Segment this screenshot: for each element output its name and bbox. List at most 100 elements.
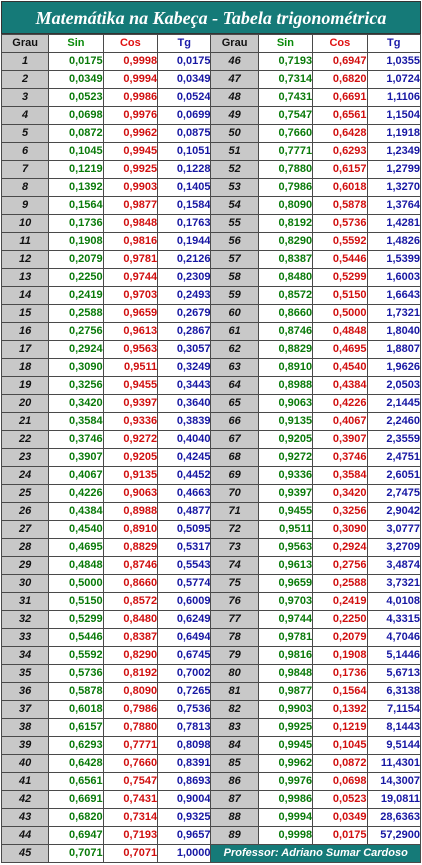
sin-cell: 0,6561 [48,772,104,791]
sin-cell: 0,7880 [257,160,314,179]
tg-cell: 2,7475 [366,484,422,503]
grau-cell: 24 [0,466,50,485]
grau-cell: 56 [210,232,259,251]
sin-cell: 0,9945 [257,736,314,755]
grau-cell: 32 [0,610,50,629]
sin-cell: 0,0872 [48,124,104,143]
tg-cell: 0,0349 [157,70,212,89]
grau-cell: 53 [210,178,259,197]
header-tg: Tg [157,34,212,53]
sin-cell: 0,3256 [48,376,104,395]
cos-cell: 0,9781 [102,250,159,269]
grau-cell: 44 [0,826,50,845]
sin-cell: 0,4695 [48,538,104,557]
tg-cell: 9,5144 [366,736,422,755]
sin-cell: 0,7193 [257,52,314,71]
cos-cell: 0,1564 [312,682,368,701]
tg-cell: 0,4663 [157,484,212,503]
sin-cell: 0,1736 [48,214,104,233]
sin-cell: 0,8910 [257,358,314,377]
grau-cell: 46 [210,52,259,71]
tg-cell: 0,9657 [157,826,212,845]
tg-cell: 0,9004 [157,790,212,809]
sin-cell: 0,8290 [257,232,314,251]
tg-cell: 0,7265 [157,682,212,701]
sin-cell: 0,6157 [48,718,104,737]
tg-cell: 1,0724 [366,70,422,89]
tg-cell: 2,2460 [366,412,422,431]
grau-cell: 38 [0,718,50,737]
cos-cell: 0,4226 [312,394,368,413]
sin-cell: 0,9903 [257,700,314,719]
table-row: 18 0,3090 0,9511 0,3249 63 0,8910 0,4540 1,9626 [0,358,422,377]
cos-cell: 0,3584 [312,466,368,485]
tg-cell: 7,1154 [366,700,422,719]
grau-cell: 26 [0,502,50,521]
grau-cell: 74 [210,556,259,575]
sin-cell: 0,7547 [257,106,314,125]
tg-cell: 1,6643 [366,286,422,305]
grau-cell: 67 [210,430,259,449]
tg-cell: 2,1445 [366,394,422,413]
sin-cell: 0,9659 [257,574,314,593]
sin-cell: 0,2756 [48,322,104,341]
cos-cell: 0,5000 [312,304,368,323]
sin-cell: 0,4067 [48,466,104,485]
table-row: 17 0,2924 0,9563 0,3057 62 0,8829 0,4695 1,8807 [0,340,422,359]
cos-cell: 0,7071 [102,844,159,863]
table-row: 43 0,6820 0,7314 0,9325 88 0,9994 0,0349 28,636… [0,808,422,827]
tg-cell: 1,1504 [366,106,422,125]
table-row: 16 0,2756 0,9613 0,2867 61 0,8746 0,4848 1,8040 [0,322,422,341]
tg-cell: 0,4040 [157,430,212,449]
tg-cell: 0,2309 [157,268,212,287]
table-row: 39 0,6293 0,7771 0,8098 84 0,9945 0,1045 9,5144 [0,736,422,755]
table-row: 24 0,4067 0,9135 0,4452 69 0,9336 0,3584 2,6051 [0,466,422,485]
header-grau: Grau [0,34,50,53]
sin-cell: 0,2079 [48,250,104,269]
cos-cell: 0,2250 [312,610,368,629]
cos-cell: 0,9925 [102,160,159,179]
table-row: 44 0,6947 0,7193 0,9657 89 0,9998 0,0175 57,290… [0,826,422,845]
grau-cell: 85 [210,754,259,773]
grau-cell: 27 [0,520,50,539]
cos-cell: 0,6018 [312,178,368,197]
cos-cell: 0,7660 [102,754,159,773]
tg-cell: 1,5399 [366,250,422,269]
grau-cell: 23 [0,448,50,467]
tg-cell: 11,4301 [366,754,422,773]
grau-cell: 42 [0,790,50,809]
tg-cell: 6,3138 [366,682,422,701]
sin-cell: 0,9816 [257,646,314,665]
table-row: 41 0,6561 0,7547 0,8693 86 0,9976 0,0698 14,300… [0,772,422,791]
grau-cell: 34 [0,646,50,665]
tg-cell: 0,4877 [157,502,212,521]
cos-cell: 0,8660 [102,574,159,593]
grau-cell: 81 [210,682,259,701]
cos-cell: 0,9816 [102,232,159,251]
sin-cell: 0,6820 [48,808,104,827]
cos-cell: 0,2756 [312,556,368,575]
tg-cell: 0,5095 [157,520,212,539]
grau-cell: 36 [0,682,50,701]
sin-cell: 0,0349 [48,70,104,89]
table-row: 28 0,4695 0,8829 0,5317 73 0,9563 0,2924 3,2709 [0,538,422,557]
grau-cell: 8 [0,178,50,197]
grau-cell: 49 [210,106,259,125]
sin-cell: 0,7771 [257,142,314,161]
cos-cell: 0,5878 [312,196,368,215]
sin-cell: 0,9962 [257,754,314,773]
cos-cell: 0,1908 [312,646,368,665]
sin-cell: 0,1564 [48,196,104,215]
sin-cell: 0,9744 [257,610,314,629]
cos-cell: 0,9205 [102,448,159,467]
cos-cell: 0,4067 [312,412,368,431]
header-sin: Sin [257,34,314,53]
sin-cell: 0,4384 [48,502,104,521]
cos-cell: 0,9563 [102,340,159,359]
sin-cell: 0,9563 [257,538,314,557]
sin-cell: 0,7071 [48,844,104,863]
cos-cell: 0,5446 [312,250,368,269]
grau-cell: 45 [0,844,50,863]
cos-cell: 0,3420 [312,484,368,503]
cos-cell: 0,3746 [312,448,368,467]
